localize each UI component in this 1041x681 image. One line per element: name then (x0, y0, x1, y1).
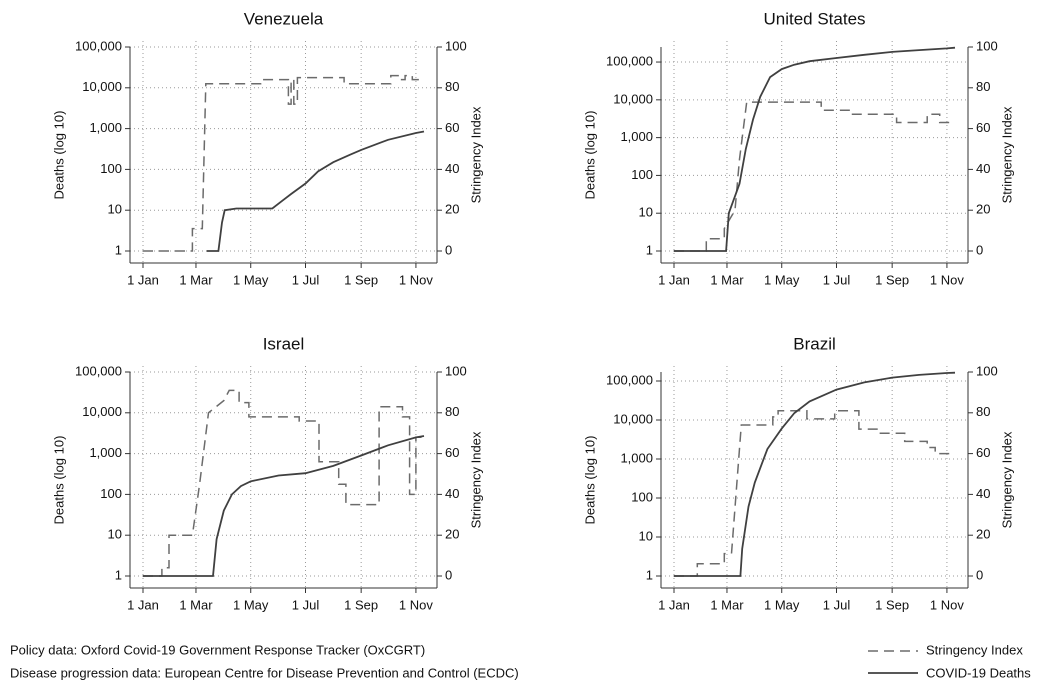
y2-tick-label: 100 (976, 38, 998, 53)
y-axis-label: Deaths (log 10) (582, 436, 597, 525)
chart-title: Brazil (793, 334, 836, 353)
y2-tick-label: 60 (976, 120, 990, 135)
y2-tick-label: 40 (976, 486, 990, 501)
x-tick-label: 1 Nov (399, 272, 433, 287)
deaths-line (674, 46, 956, 252)
chart-title: Venezuela (244, 9, 324, 28)
y2-axis-label: Stringency Index (468, 106, 483, 203)
x-tick-label: 1 Nov (399, 597, 433, 612)
source-note: Disease progression data: European Centr… (10, 665, 519, 680)
x-tick-label: 1 Sep (344, 597, 378, 612)
stringency-line (674, 410, 955, 577)
y2-tick-label: 80 (976, 79, 990, 94)
y-tick-label: 100 (100, 486, 122, 501)
y-tick-label: 1 (115, 567, 122, 582)
x-tick-label: 1 Mar (710, 597, 744, 612)
x-tick-label: 1 May (764, 597, 800, 612)
y2-tick-label: 20 (445, 202, 459, 217)
y-tick-label: 100 (631, 489, 653, 504)
y-axis-label: Deaths (log 10) (51, 111, 66, 200)
x-tick-label: 1 Mar (179, 597, 213, 612)
y2-tick-label: 100 (445, 38, 467, 53)
y-tick-label: 10,000 (613, 91, 653, 106)
y-tick-label: 100,000 (75, 38, 122, 53)
source-note: Policy data: Oxford Covid-19 Government … (10, 642, 425, 657)
y-tick-label: 1 (115, 242, 122, 257)
y2-tick-label: 20 (445, 527, 459, 542)
y-tick-label: 1 (646, 242, 653, 257)
y2-tick-label: 80 (445, 79, 459, 94)
deaths-line (206, 130, 425, 252)
x-tick-label: 1 Sep (875, 597, 909, 612)
y2-tick-label: 20 (976, 202, 990, 217)
y2-tick-label: 60 (445, 445, 459, 460)
x-tick-label: 1 May (764, 272, 800, 287)
y-tick-label: 100,000 (75, 363, 122, 378)
y2-tick-label: 60 (976, 445, 990, 460)
stringency-line (143, 389, 424, 577)
stringency-line (143, 74, 424, 252)
y2-tick-label: 80 (445, 404, 459, 419)
y-axis-label: Deaths (log 10) (51, 436, 66, 525)
y2-tick-label: 40 (976, 161, 990, 176)
y2-axis-label: Stringency Index (468, 431, 483, 528)
y-tick-label: 1,000 (89, 120, 122, 135)
stringency-line (674, 101, 955, 252)
x-tick-label: 1 Jul (823, 597, 851, 612)
x-tick-label: 1 Jan (127, 272, 159, 287)
x-tick-label: 1 Nov (930, 272, 964, 287)
y2-tick-label: 0 (445, 567, 452, 582)
y-tick-label: 100 (100, 161, 122, 176)
x-tick-label: 1 Jan (658, 272, 690, 287)
y2-tick-label: 100 (445, 363, 467, 378)
y2-tick-label: 0 (976, 567, 983, 582)
x-tick-label: 1 Mar (179, 272, 213, 287)
y-tick-label: 1,000 (620, 129, 653, 144)
deaths-line (674, 371, 956, 577)
legend-label: COVID-19 Deaths (926, 665, 1031, 680)
x-tick-label: 1 Jul (823, 272, 851, 287)
y2-axis-label: Stringency Index (999, 431, 1014, 528)
y-tick-label: 10,000 (82, 79, 122, 94)
x-tick-label: 1 Jan (658, 597, 690, 612)
y2-tick-label: 80 (976, 404, 990, 419)
x-tick-label: 1 May (233, 597, 269, 612)
x-tick-label: 1 Jan (127, 597, 159, 612)
y2-tick-label: 0 (976, 242, 983, 257)
y2-axis-label: Stringency Index (999, 106, 1014, 203)
y-tick-label: 100,000 (606, 372, 653, 387)
y-tick-label: 1 (646, 567, 653, 582)
y-tick-label: 10 (108, 527, 122, 542)
x-tick-label: 1 Mar (710, 272, 744, 287)
y2-tick-label: 20 (976, 527, 990, 542)
x-tick-label: 1 Sep (875, 272, 909, 287)
y-tick-label: 10,000 (82, 404, 122, 419)
y2-tick-label: 40 (445, 161, 459, 176)
y-tick-label: 10 (639, 205, 653, 220)
y-tick-label: 10 (108, 202, 122, 217)
y-tick-label: 100 (631, 167, 653, 182)
legend-label: Stringency Index (926, 642, 1023, 657)
y-tick-label: 100,000 (606, 53, 653, 68)
y2-tick-label: 60 (445, 120, 459, 135)
x-tick-label: 1 Jul (292, 272, 320, 287)
x-tick-label: 1 Nov (930, 597, 964, 612)
y-tick-label: 1,000 (89, 445, 122, 460)
y2-tick-label: 40 (445, 486, 459, 501)
x-tick-label: 1 Sep (344, 272, 378, 287)
deaths-line (143, 435, 425, 577)
y-tick-label: 1,000 (620, 450, 653, 465)
y-tick-label: 10,000 (613, 411, 653, 426)
chart-title: United States (763, 9, 865, 28)
y2-tick-label: 0 (445, 242, 452, 257)
y-tick-label: 10 (639, 528, 653, 543)
chart-title: Israel (263, 334, 305, 353)
y2-tick-label: 100 (976, 363, 998, 378)
y-axis-label: Deaths (log 10) (582, 111, 597, 200)
x-tick-label: 1 Jul (292, 597, 320, 612)
x-tick-label: 1 May (233, 272, 269, 287)
